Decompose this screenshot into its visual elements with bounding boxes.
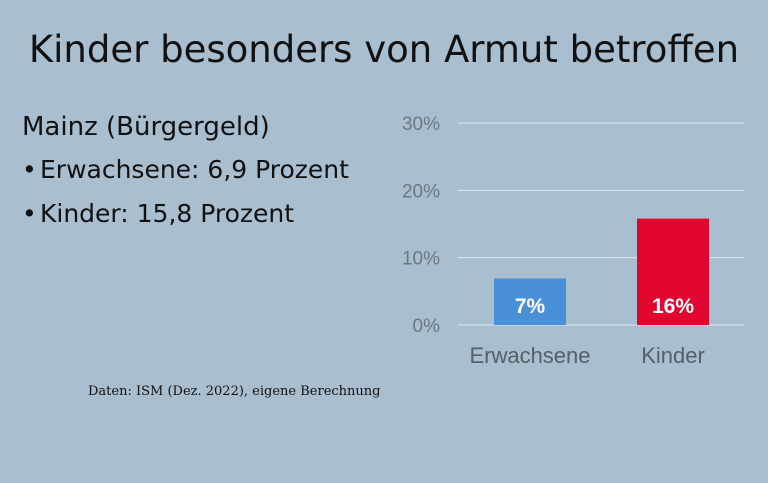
bullet-adults: • Erwachsene: 6,9 Prozent (22, 148, 349, 192)
y-tick-label: 20% (402, 181, 440, 202)
y-tick-label: 30% (402, 114, 440, 135)
bar-kinder (637, 218, 709, 325)
y-tick-label: 10% (402, 249, 440, 270)
bullet-adults-text: Erwachsene: 6,9 Prozent (40, 155, 349, 184)
source-note: Daten: ISM (Dez. 2022), eigene Berechnun… (88, 384, 381, 399)
category-label: Kinder (641, 343, 705, 368)
bullet-children: • Kinder: 15,8 Prozent (22, 192, 349, 236)
page-title: Kinder besonders von Armut betroffen (28, 28, 740, 71)
category-label: Erwachsene (469, 343, 590, 368)
data-label: 16% (652, 295, 694, 318)
location-subtitle: Mainz (Bürgergeld) (22, 112, 270, 142)
info-block: Mainz (Bürgergeld) • Erwachsene: 6,9 Proz… (22, 112, 349, 236)
bullet-symbol: • (22, 155, 37, 184)
data-label: 7% (515, 295, 546, 318)
y-tick-label: 0% (413, 316, 441, 337)
bar-erwachsene (494, 278, 566, 325)
bullet-children-text: Kinder: 15,8 Prozent (40, 199, 295, 228)
bullet-symbol: • (22, 199, 37, 228)
